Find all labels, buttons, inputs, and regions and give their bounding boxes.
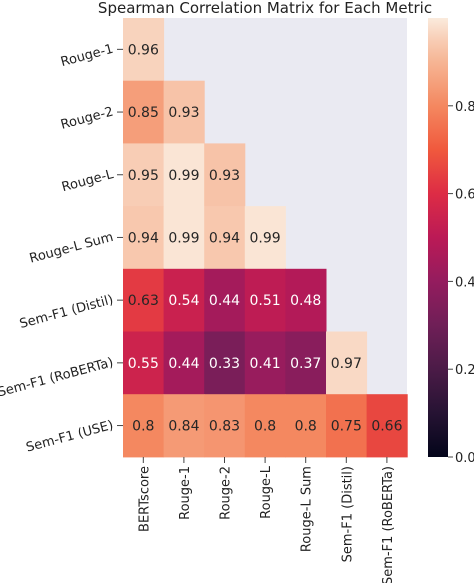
cell-value-label: 0.94	[209, 230, 240, 246]
heatmap-cell	[123, 394, 165, 458]
y-tick-label: Sem-F1 (USE)	[25, 418, 115, 456]
cell-value-label: 0.48	[290, 293, 321, 309]
x-tick-label: BERTscore	[137, 466, 152, 532]
heatmap-cell	[326, 394, 368, 458]
heatmap-cell	[366, 394, 408, 458]
y-tick-labels: Rouge-1 Rouge-2 Rouge-L Rouge-L Sum Sem-F1 (…	[0, 42, 123, 456]
heatmap-cell	[244, 394, 286, 458]
cell-value-label: 0.55	[128, 356, 159, 372]
x-tick-label: Sem-F1 (RoBERTa)	[381, 466, 396, 583]
heatmap-cell	[163, 206, 205, 270]
heatmap-cell	[204, 394, 246, 458]
cell-value-label: 0.97	[331, 356, 362, 372]
heatmap-cells: 0.96 0.85 0.93 0.95 0.99 0.93 0.94 0.99 0.94 0.99…	[123, 18, 408, 458]
heatmap-cell	[123, 143, 165, 207]
colorbar-gradient	[428, 18, 448, 457]
heatmap-cell	[123, 206, 165, 270]
colorbar-tick-label: 0.6	[455, 188, 474, 203]
x-tick-label: Rouge-L Sum	[300, 466, 315, 552]
y-tick-label: Sem-F1 (RoBERTa)	[0, 355, 115, 400]
heatmap-cell	[285, 268, 327, 332]
y-tick-label: Rouge-1	[59, 42, 115, 70]
heatmap-cell	[123, 18, 165, 82]
heatmap-cell	[204, 268, 246, 332]
cell-value-label: 0.8	[295, 419, 317, 435]
cell-value-label: 0.96	[128, 42, 159, 58]
heatmap-cell	[163, 143, 205, 207]
heatmap-cell	[244, 206, 286, 270]
y-tick-label: Sem-F1 (Distil)	[18, 293, 115, 332]
colorbar: 0.0 0.2 0.4 0.6 0.8	[428, 18, 474, 466]
x-tick-label: Rouge-1	[178, 466, 193, 520]
colorbar-tick-label: 0.8	[455, 100, 474, 115]
chart-title: Spearman Correlation Matrix for Each Met…	[98, 0, 432, 17]
x-tick-labels: BERTscore Rouge-1 Rouge-2 Rouge-L Rouge-L Su…	[137, 457, 396, 583]
cell-value-label: 0.37	[290, 356, 321, 372]
cell-value-label: 0.93	[168, 105, 199, 121]
cell-value-label: 0.99	[250, 230, 281, 246]
heatmap-cell	[123, 331, 165, 395]
heatmap-cell	[204, 143, 246, 207]
colorbar-tick-label: 0.2	[455, 363, 474, 378]
cell-value-label: 0.54	[168, 293, 199, 309]
cell-value-label: 0.75	[331, 419, 362, 435]
cell-value-label: 0.99	[168, 168, 199, 184]
cell-value-label: 0.95	[128, 168, 159, 184]
colorbar-tick-label: 0.0	[455, 451, 474, 466]
y-tick-label: Rouge-2	[59, 104, 115, 132]
heatmap-cell	[163, 268, 205, 332]
colorbar-tick-label: 0.4	[455, 275, 474, 290]
heatmap-cell	[163, 394, 205, 458]
cell-value-label: 0.84	[168, 419, 199, 435]
heatmap-cell	[285, 394, 327, 458]
cell-value-label: 0.8	[132, 419, 154, 435]
x-tick-label: Sem-F1 (Distil)	[340, 466, 355, 562]
cell-value-label: 0.63	[128, 293, 159, 309]
cell-value-label: 0.83	[209, 419, 240, 435]
heatmap-cell	[285, 331, 327, 395]
heatmap-cell	[123, 268, 165, 332]
heatmap-cell	[163, 331, 205, 395]
cell-value-label: 0.66	[371, 419, 402, 435]
cell-value-label: 0.99	[168, 230, 199, 246]
cell-value-label: 0.44	[209, 293, 240, 309]
cell-value-label: 0.44	[168, 356, 199, 372]
y-tick-label: Rouge-L Sum	[28, 230, 115, 267]
cell-value-label: 0.41	[250, 356, 281, 372]
heatmap-cell	[163, 80, 205, 144]
x-tick-label: Rouge-2	[219, 466, 234, 520]
cell-value-label: 0.51	[250, 293, 281, 309]
y-tick-label: Rouge-L	[60, 167, 116, 195]
cell-value-label: 0.94	[128, 230, 159, 246]
cell-value-label: 0.8	[254, 419, 276, 435]
heatmap-cell	[123, 80, 165, 144]
x-tick-label: Rouge-L	[259, 465, 274, 519]
cell-value-label: 0.85	[128, 105, 159, 121]
heatmap-cell	[244, 268, 286, 332]
heatmap-cell	[326, 331, 368, 395]
heatmap-cell	[204, 331, 246, 395]
heatmap-cell	[204, 206, 246, 270]
cell-value-label: 0.93	[209, 168, 240, 184]
cell-value-label: 0.33	[209, 356, 240, 372]
heatmap-cell	[244, 331, 286, 395]
